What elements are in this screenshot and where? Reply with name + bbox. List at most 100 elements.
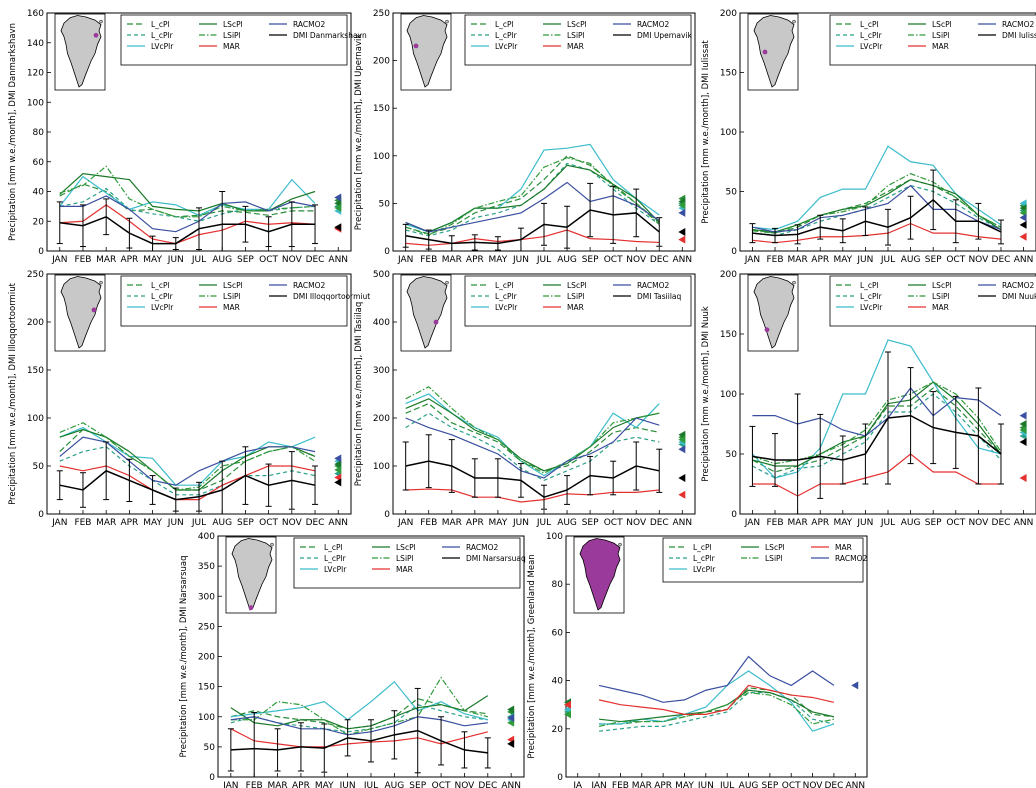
y-tick-label: 0 [731,247,737,257]
series-line-DMI-Danmarkshavn [59,215,316,245]
x-tick-label: JUN [512,518,529,528]
x-tick-label: ANN [673,255,693,265]
x-tick-label: NOV [626,255,647,265]
x-tick-label: DEC [306,518,325,528]
y-tick-label: 250 [27,270,44,280]
chart-panel-7: 0 50 100 150 200 250 300 350 400 JAN FEB MAR APR MAY J… [179,532,526,788]
legend-label: LSiPl [223,31,241,40]
legend-label: MAR [835,543,852,552]
x-tick-label: MAY [833,518,852,528]
legend-label: RACMO2 [293,281,326,290]
legend-box [829,14,1036,66]
x-tick-label: OCT [604,255,623,265]
chart-panel-1: 0 20 40 60 80 100 120 140 160 JAN FEB MAR APR MAY JUN J… [8,9,367,265]
series-line-MAR [405,488,660,503]
x-tick-label: DEC [650,255,669,265]
x-tick-label: JAN [397,518,413,528]
legend-label: LScPl [932,20,952,29]
series-line-DMI-Illoqqortoormiut [59,469,316,501]
legend-label: LVcPlr [860,42,883,51]
legend-label: LSiPl [396,554,414,563]
x-tick-label: MAR [788,518,808,528]
annual-marker-MAR [678,490,686,499]
legend-box [829,275,1036,327]
legend-label: L_cPl [151,20,170,29]
x-tick-label: MAR [632,781,652,788]
y-tick-label: 200 [198,653,215,663]
legend-label: DMI Illoqqortoormiut [293,292,370,301]
annual-marker-DMI-Narsarsuaq [507,739,515,748]
plot-area [749,145,1004,246]
legend-label: LVcPlr [324,565,347,574]
y-tick-label: 100 [720,128,737,138]
x-tick-label: JUL [719,781,734,788]
island-shape [270,542,274,547]
y-tick-label: 100 [373,462,390,472]
series-line-LSiPl [230,676,488,736]
legend-label: MAR [567,303,584,312]
plot-frame [565,535,868,778]
y-tick-label: 40 [552,677,564,687]
series-line-LScPl [405,164,660,233]
series-line-LVcPlr [405,143,660,233]
x-tick-label: FEB [74,518,91,528]
x-tick-label: APR [811,255,829,265]
x-tick-label: AUG [212,255,232,265]
series-line-MAR [405,229,660,246]
y-tick-label: 100 [198,713,215,723]
annual-marker-RACMO2 [1019,213,1027,222]
legend-label: RACMO2 [637,20,670,29]
annual-marker-MAR [1019,232,1027,241]
y-tick-label: 400 [373,318,390,328]
y-tick-label: 60 [33,158,45,168]
series-line-LScPl [752,381,1002,467]
y-axis-label: Precipitation [mm w.e./month], DMI Narsa… [179,555,189,757]
series-line-DMI-Tasiilaq [405,460,660,499]
x-tick-label: MAR [442,518,462,528]
legend-label: L_cPlr [495,292,518,301]
x-tick-label: AUG [557,518,577,528]
x-tick-label: MAR [442,255,462,265]
x-tick-label: SEP [582,518,599,528]
x-tick-label: JUL [191,518,206,528]
legend-label: MAR [932,42,949,51]
x-tick-label: ANN [501,781,521,788]
greenland-map [406,276,448,349]
x-tick-label: MAY [489,518,508,528]
legend-label: RACMO2 [1002,281,1035,290]
x-tick-label: SEP [237,255,254,265]
series-line-L_cPl [405,402,660,472]
x-tick-label: AUG [739,781,759,788]
x-tick-label: OCT [946,255,965,265]
legend-label: LVcPlr [495,42,518,51]
legend-label: L_cPl [495,20,514,29]
x-tick-label: OCT [604,518,623,528]
station-marker [413,43,419,49]
legend-box [120,275,348,327]
legend-label: L_cPlr [860,292,883,301]
legend-label: L_cPlr [693,554,716,563]
x-tick-label: NOV [282,255,303,265]
legend-label: LScPl [765,543,785,552]
x-tick-label: SEP [761,781,778,788]
y-tick-label: 100 [27,98,44,108]
annual-marker-LSiPl [678,201,686,210]
x-tick-label: ANN [673,518,693,528]
legend-label: LScPl [567,20,587,29]
annual-marker-LSiPl [334,465,342,474]
legend-label: DMI Iulissat [1002,31,1036,40]
y-tick-label: 150 [720,330,737,340]
legend-box [120,14,348,66]
y-axis-label: Precipitation [mm w.e./month], Greenland… [527,554,537,758]
legend-label: LVcPlr [151,303,174,312]
legend-label: L_cPl [495,281,514,290]
series-line-LScPl [59,428,316,491]
legend-label: LSiPl [567,31,585,40]
y-tick-label: 300 [373,366,390,376]
annual-marker-RACMO2 [334,193,342,202]
annual-marker-RACMO2 [334,454,342,463]
x-tick-label: ANN [1014,255,1034,265]
annual-marker-LSiPl [334,203,342,212]
series-line-LSiPl [405,157,660,236]
annual-marker-RACMO2 [1019,411,1027,420]
